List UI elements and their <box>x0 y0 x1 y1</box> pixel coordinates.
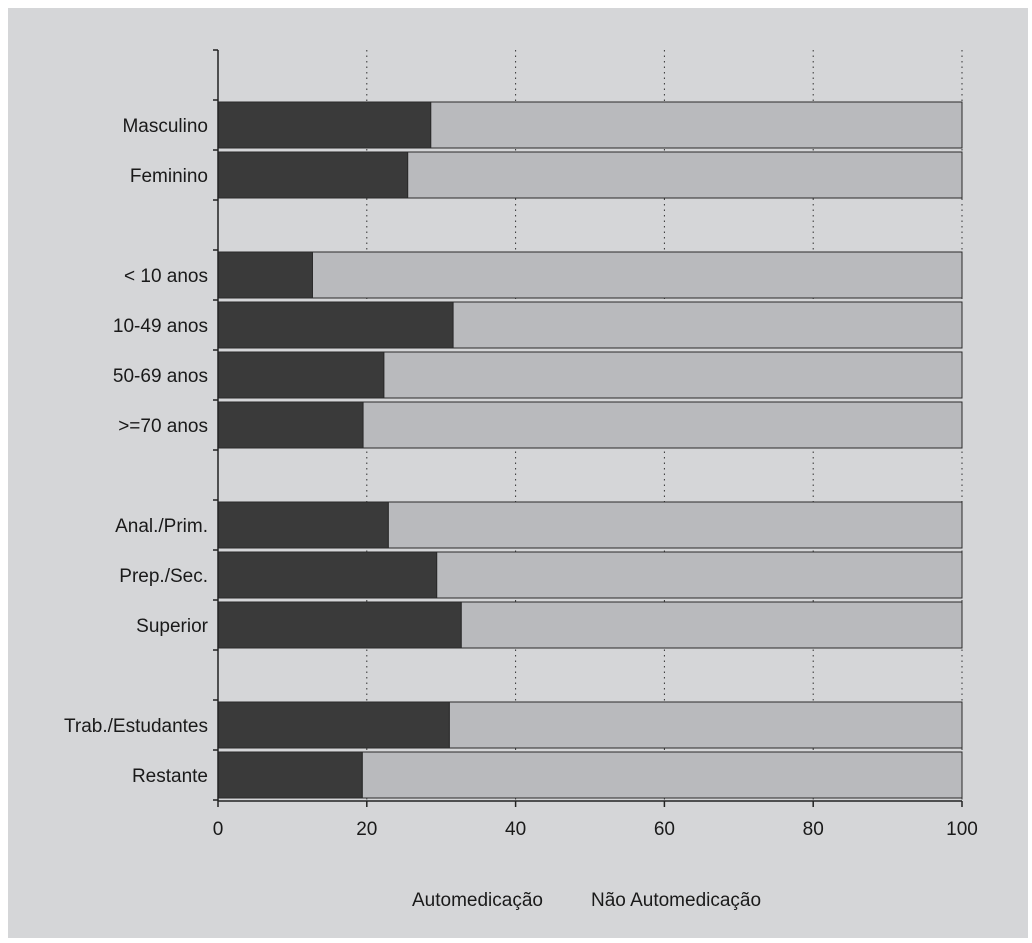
category-label: Anal./Prim. <box>115 516 208 537</box>
bar-segment-nao-automedicacao <box>362 401 963 449</box>
x-tick-label: 20 <box>356 819 377 840</box>
chart-panel: 0 20 40 60 80 100 Masculino Feminino < 10 anos 1… <box>8 8 1028 938</box>
bar-segment-automedicacao <box>217 151 409 199</box>
bar-segment-nao-automedicacao <box>387 501 963 549</box>
bars <box>217 101 963 799</box>
bar-segment-automedicacao <box>217 101 432 149</box>
category-label: Feminino <box>130 166 208 187</box>
category-label: 10-49 anos <box>113 316 208 337</box>
category-label: 50-69 anos <box>113 366 208 387</box>
bar-segment-automedicacao <box>217 251 313 299</box>
bar-segment-nao-automedicacao <box>361 751 963 799</box>
x-tick-label: 80 <box>803 819 824 840</box>
bar-segment-automedicacao <box>217 351 385 399</box>
bar-segment-nao-automedicacao <box>452 301 963 349</box>
bar-segment-automedicacao <box>217 301 454 349</box>
stacked-bar-chart: 0 20 40 60 80 100 Masculino Feminino < 10 anos 1… <box>64 49 978 911</box>
category-label: < 10 anos <box>124 266 208 287</box>
x-tick-label: 60 <box>654 819 675 840</box>
bar-segment-nao-automedicacao <box>383 351 963 399</box>
bar-segment-nao-automedicacao <box>311 251 963 299</box>
legend-label-automedicacao: Automedicação <box>412 890 543 911</box>
bar-segment-automedicacao <box>217 551 438 599</box>
axes: 0 20 40 60 80 100 <box>213 49 978 840</box>
x-tick-label: 100 <box>946 819 978 840</box>
category-label: Superior <box>136 616 208 637</box>
category-labels: Masculino Feminino < 10 anos 10-49 anos 50-6… <box>64 116 209 787</box>
bar-segment-automedicacao <box>217 401 364 449</box>
bar-segment-automedicacao <box>217 751 363 799</box>
x-tick-label: 0 <box>213 819 224 840</box>
category-label: >=70 anos <box>118 416 208 437</box>
bar-segment-automedicacao <box>217 701 450 749</box>
bar-segment-automedicacao <box>217 501 389 549</box>
category-label: Masculino <box>122 116 208 137</box>
legend-label-nao-automedicacao: Não Automedicação <box>591 890 761 911</box>
category-label: Prep./Sec. <box>119 566 208 587</box>
category-label: Trab./Estudantes <box>64 716 208 737</box>
bar-segment-nao-automedicacao <box>430 101 963 149</box>
bar-segment-nao-automedicacao <box>448 701 963 749</box>
bar-segment-nao-automedicacao <box>407 151 963 199</box>
category-label: Restante <box>132 766 208 787</box>
x-tick-label: 40 <box>505 819 526 840</box>
bar-segment-nao-automedicacao <box>436 551 963 599</box>
bar-segment-automedicacao <box>217 601 462 649</box>
legend: Automedicação Não Automedicação <box>412 890 761 911</box>
bar-segment-nao-automedicacao <box>460 601 963 649</box>
